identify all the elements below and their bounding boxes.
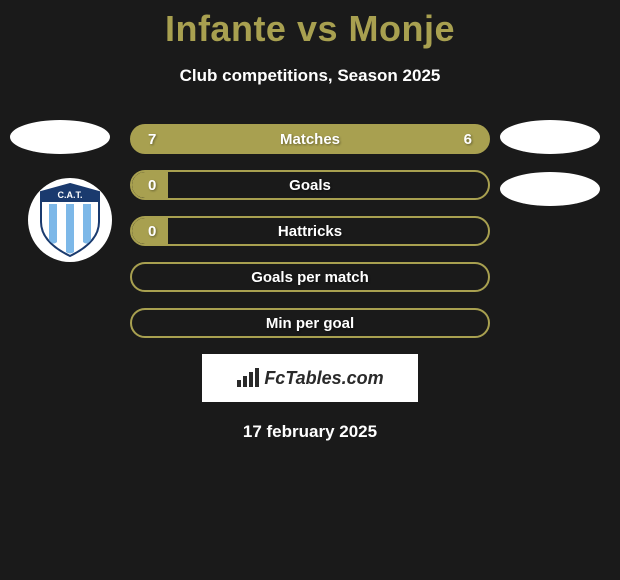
club-badge: C.A.T.: [28, 178, 112, 262]
player1-avatar: [10, 120, 110, 154]
player2-avatar-1: [500, 120, 600, 154]
player2-avatar-2: [500, 172, 600, 206]
player1-name: Infante: [165, 8, 287, 49]
date-text: 17 february 2025: [0, 422, 620, 442]
stat-label: Min per goal: [266, 315, 354, 332]
stat-label: Goals: [289, 177, 331, 194]
stats-container: 7 Matches 6 0 Goals 0 Hattricks Goals per match…: [130, 124, 490, 338]
brand-logo-box[interactable]: FcTables.com: [202, 354, 418, 402]
stat-value-right: 6: [452, 131, 472, 148]
stat-value-left: 7: [148, 131, 168, 148]
brand-logo: FcTables.com: [236, 368, 383, 389]
stat-row: 0 Hattricks: [130, 216, 490, 246]
stat-label: Matches: [280, 131, 340, 148]
vs-text: vs: [297, 8, 338, 49]
stat-row: 7 Matches 6: [130, 124, 490, 154]
chart-bars-icon: [236, 368, 260, 388]
svg-text:C.A.T.: C.A.T.: [57, 190, 82, 200]
stat-row: 0 Goals: [130, 170, 490, 200]
subtitle: Club competitions, Season 2025: [0, 66, 620, 86]
stat-label: Hattricks: [278, 223, 342, 240]
stat-label: Goals per match: [251, 269, 369, 286]
stat-row: Min per goal: [130, 308, 490, 338]
stat-row: Goals per match: [130, 262, 490, 292]
stat-value-left: 0: [148, 177, 168, 194]
stat-value-left: 0: [148, 223, 168, 240]
brand-text: FcTables.com: [264, 368, 383, 389]
player2-name: Monje: [349, 8, 456, 49]
page-title: Infante vs Monje: [0, 0, 620, 50]
shield-icon: C.A.T.: [37, 182, 103, 258]
